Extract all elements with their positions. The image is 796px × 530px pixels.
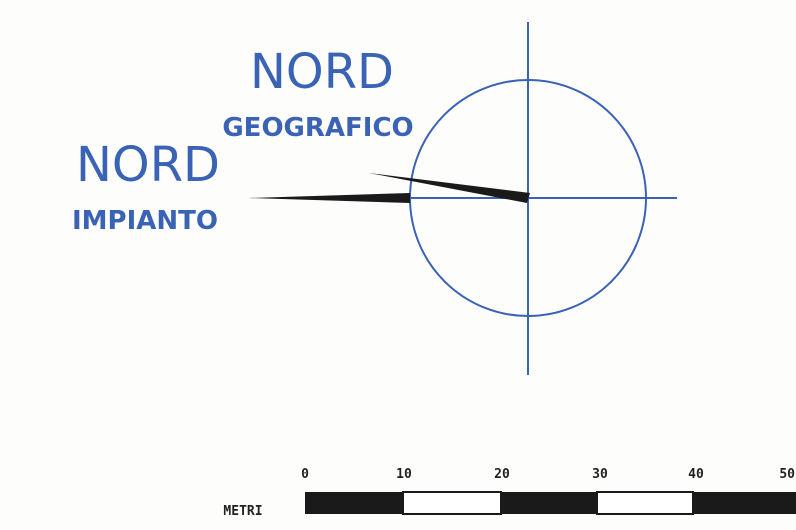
scale-unit-label: METRI: [223, 504, 262, 519]
north-arrow-geographic-icon: [369, 173, 530, 203]
scale-segment-2: [501, 492, 597, 514]
scale-segment-1: [402, 491, 502, 515]
scale-tick-10: 10: [396, 467, 412, 482]
compass-rose: [409, 22, 677, 375]
scale-segment-0: [305, 492, 403, 514]
plant-north-subtitle: IMPIANTO: [72, 206, 218, 236]
scale-tick-40: 40: [688, 467, 704, 482]
plant-north-title: NORD: [76, 137, 220, 193]
scale-tick-0: 0: [301, 467, 309, 482]
scale-segment-3: [596, 491, 694, 515]
scale-bar: METRI 0 10 20 30 40 50: [223, 467, 796, 519]
scale-tick-20: 20: [494, 467, 510, 482]
scale-tick-50: 50: [779, 467, 795, 482]
scale-tick-30: 30: [592, 467, 608, 482]
north-arrow-plant-icon: [248, 193, 410, 203]
geo-north-subtitle: GEOGRAFICO: [222, 113, 413, 143]
scale-segment-4: [693, 492, 796, 514]
geo-north-title: NORD: [250, 44, 394, 100]
